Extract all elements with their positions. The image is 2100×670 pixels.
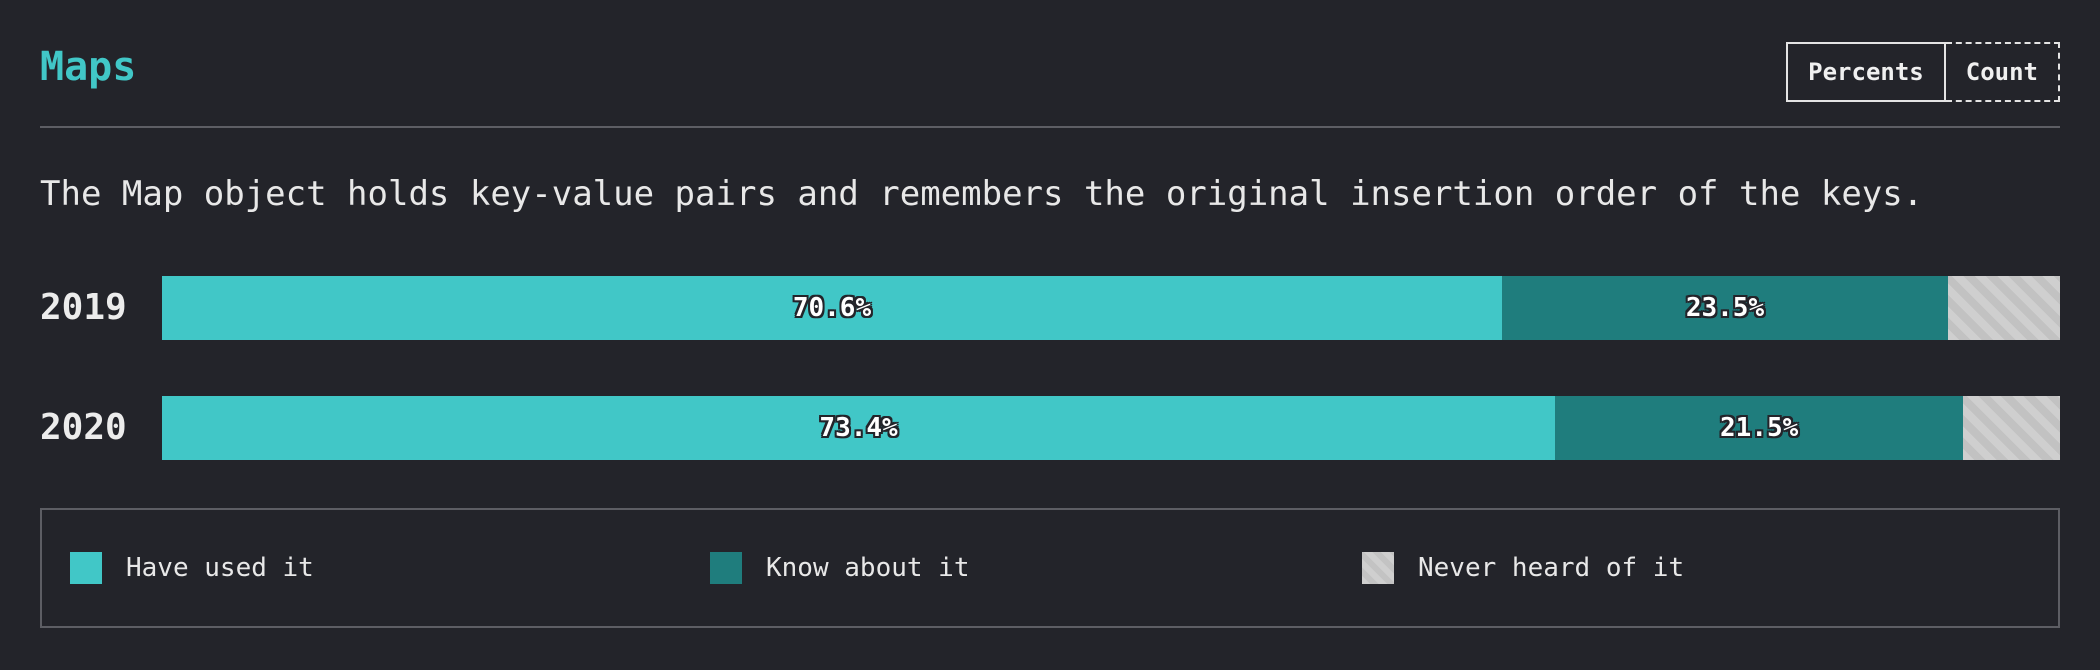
stacked-bar: 73.4% 21.5% [162,396,2060,460]
bar-segment-have-used-it[interactable]: 70.6% [162,276,1502,340]
chart-description: The Map object holds key-value pairs and… [40,174,1924,214]
legend-swatch [710,552,742,584]
legend-item-know-about[interactable]: Know about it [710,510,970,626]
category-label: 2020 [40,407,127,448]
legend-item-never-heard[interactable]: Never heard of it [1362,510,1684,626]
data-label: 73.4% [819,413,898,443]
units-toggle: Percents Count [1786,42,2060,102]
header-divider [40,126,2060,128]
section-title: Maps [40,44,137,90]
count-button[interactable]: Count [1945,42,2060,102]
stacked-bar: 70.6% 23.5% [162,276,2060,340]
data-label: 23.5% [1685,293,1765,323]
bar-row-2019: 2019 70.6% 23.5% [40,276,2060,340]
data-label: 21.5% [1720,413,1799,443]
chart-legend: Have used it Know about it Never heard o… [40,508,2060,628]
legend-label: Know about it [766,553,970,583]
legend-label: Have used it [126,553,314,583]
bar-row-2020: 2020 73.4% 21.5% [40,396,2060,460]
legend-swatch [70,552,102,584]
legend-label: Never heard of it [1418,553,1685,583]
bar-segment-never-heard-of-it[interactable] [1963,396,2060,460]
data-label: 70.6% [792,293,872,323]
bar-segment-have-used-it[interactable]: 73.4% [162,396,1556,460]
bar-segment-know-about-it[interactable]: 21.5% [1555,396,1964,460]
percents-button[interactable]: Percents [1786,42,1946,102]
legend-item-have-used[interactable]: Have used it [70,510,314,626]
legend-swatch [1362,552,1394,584]
bar-segment-never-heard-of-it[interactable] [1948,276,2060,340]
bar-segment-know-about-it[interactable]: 23.5% [1501,276,1948,340]
category-label: 2019 [40,287,127,328]
